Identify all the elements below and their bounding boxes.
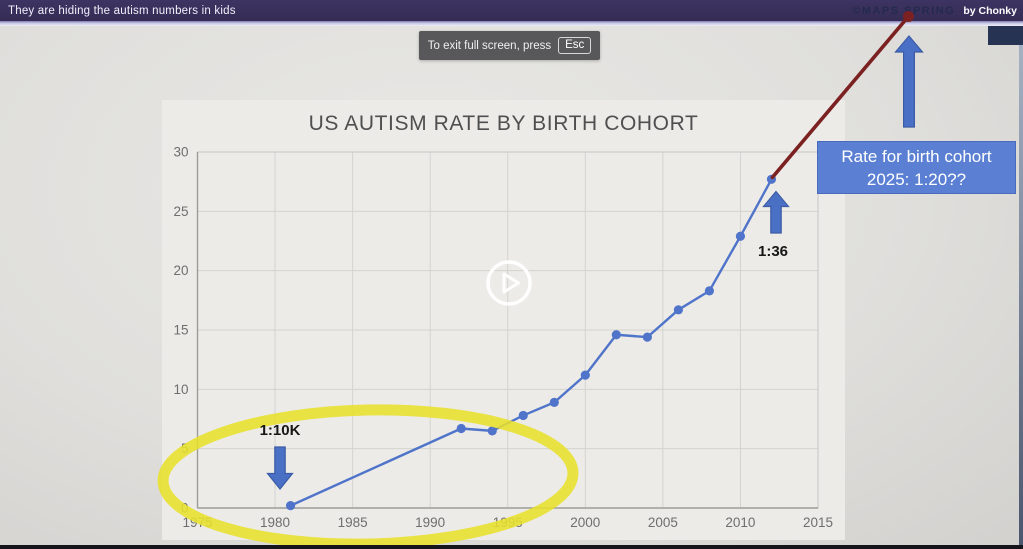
play-button-circle (486, 260, 532, 306)
y-tick-label: 0 (181, 501, 189, 516)
bottom-letterbox-bar (0, 545, 1023, 549)
y-tick-label: 20 (173, 263, 188, 278)
data-point (766, 174, 777, 184)
play-icon (502, 272, 520, 294)
fullscreen-exit-text: To exit full screen, press (427, 39, 552, 52)
esc-key-badge: Esc (558, 36, 592, 55)
fullscreen-exit-notice: To exit full screen, press Esc (419, 31, 600, 60)
data-point (549, 397, 559, 407)
x-tick-label: 1985 (338, 515, 368, 530)
series-line (290, 178, 773, 507)
data-point (704, 286, 715, 296)
x-tick-label: 1980 (260, 515, 290, 530)
video-title-bar: They are hiding the autism numbers in ki… (0, 0, 1023, 21)
x-tick-label: 2010 (725, 515, 755, 530)
projection-label-line1: Rate for birth cohort (841, 146, 992, 166)
x-tick-label: 1995 (493, 515, 523, 530)
x-tick-label: 1990 (415, 515, 445, 530)
x-tick-label: 1975 (182, 515, 212, 530)
y-tick-label: 15 (173, 323, 188, 338)
data-point (285, 501, 296, 511)
data-point (673, 305, 683, 315)
byline: by Chonky (963, 4, 1017, 17)
title-bar-right: ©MAPS SPRING by Chonky (852, 5, 1017, 17)
x-tick-label: 2015 (803, 515, 833, 530)
play-button[interactable] (484, 259, 534, 309)
data-point (642, 332, 652, 342)
titlebar-separator (0, 21, 1023, 26)
projection-label-box: Rate for birth cohort 2025: 1:20?? (817, 141, 1016, 194)
data-point (456, 423, 466, 434)
maps-spring-logo: ©MAPS SPRING (852, 4, 956, 17)
data-point (580, 370, 590, 380)
video-title: They are hiding the autism numbers in ki… (8, 4, 236, 17)
y-tick-label: 10 (173, 382, 188, 397)
y-tick-label: 25 (173, 204, 188, 219)
projection-label-line2: 2025: 1:20?? (866, 169, 967, 189)
annotation-1-10k: 1:10K (259, 422, 301, 439)
chart-title: US AUTISM RATE BY BIRTH COHORT (308, 112, 699, 135)
y-tick-label: 5 (181, 441, 189, 456)
data-point (487, 426, 497, 436)
data-point (518, 410, 528, 421)
y-tick-label: 30 (173, 145, 188, 160)
data-point (735, 231, 746, 241)
window-edge (1019, 45, 1023, 545)
data-point (611, 330, 621, 340)
annotation-1-36: 1:36 (757, 243, 789, 260)
x-tick-label: 2000 (570, 515, 600, 530)
x-tick-label: 2005 (648, 515, 678, 530)
